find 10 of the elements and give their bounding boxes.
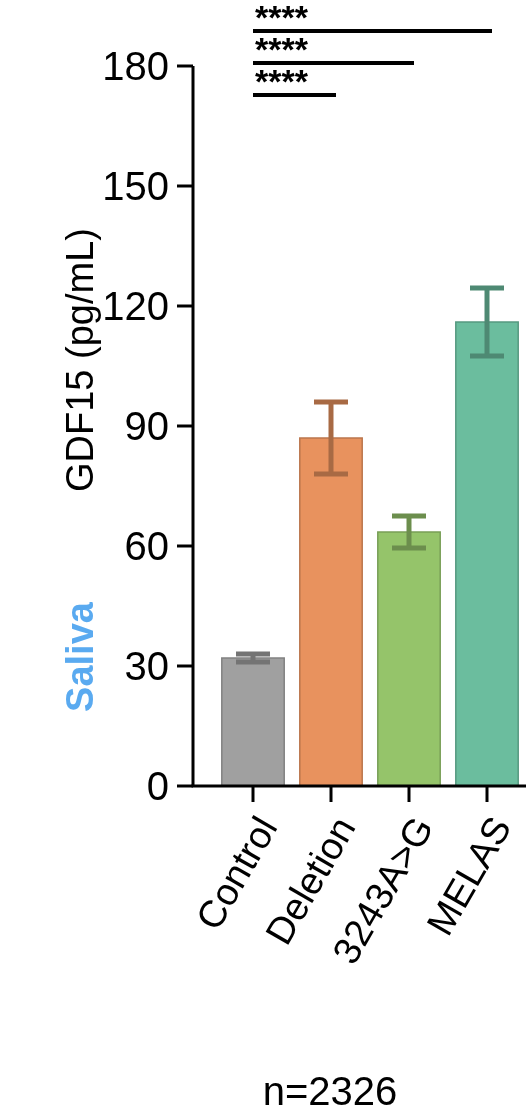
y-tick-label: 150 [102, 164, 169, 208]
y-tick-label: 30 [124, 644, 169, 688]
text: n=2326 [262, 1069, 398, 1113]
y-tick-label: 120 [102, 284, 169, 328]
y-axis-title: GDF15 (pg/mL) [59, 228, 102, 492]
y-tick-label: 60 [124, 524, 169, 568]
y-tick-label: 90 [124, 404, 169, 448]
text: Saliva [59, 601, 102, 712]
y-tick-label: 0 [146, 764, 169, 808]
y-tick-label: 180 [102, 44, 169, 88]
